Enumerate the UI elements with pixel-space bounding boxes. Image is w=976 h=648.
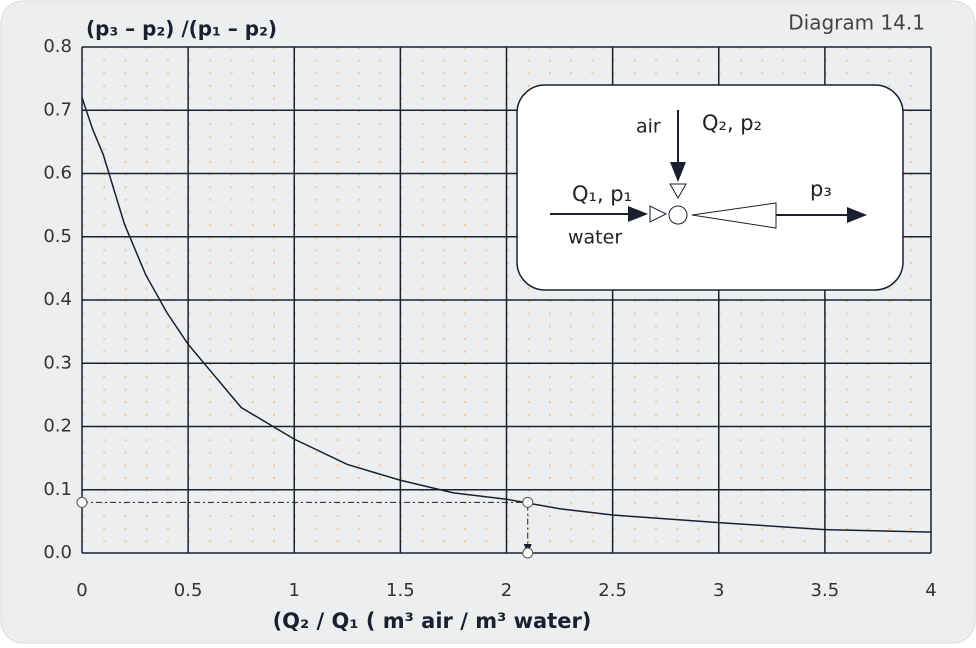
air-nozzle	[669, 183, 687, 200]
water-nozzle	[649, 205, 668, 223]
x-tick-label: 0	[76, 580, 87, 601]
y-tick-label: 0.6	[43, 163, 72, 184]
inset-label: water	[568, 227, 622, 249]
x-tick-label: 2	[501, 580, 512, 601]
y-tick-label: 0.0	[43, 542, 72, 563]
y-tick-label: 0.4	[43, 289, 72, 310]
y-tick-label: 0.7	[43, 99, 72, 120]
y-tick-label: 0.8	[43, 36, 72, 57]
y-tick-label: 0.2	[43, 416, 72, 437]
inset-box	[516, 84, 904, 291]
x-axis-label: (Q₂ / Q₁ ( m³ air / m³ water)	[273, 609, 592, 633]
y-tick-label: 0.5	[43, 226, 72, 247]
y-axis-label: (p₃ – p₂) /(p₁ – p₂)	[86, 17, 277, 41]
x-tick-label: 1	[289, 580, 300, 601]
x-tick-label: 2.5	[598, 580, 627, 601]
y-tick-label: 0.3	[43, 352, 72, 373]
chart-title: Diagram 14.1	[788, 11, 925, 35]
y-tick-label: 0.1	[43, 479, 72, 500]
inset-label: air	[636, 116, 661, 138]
x-tick-label: 3.5	[811, 580, 840, 601]
inset-label: Q₂, p₂	[702, 111, 762, 135]
x-tick-label: 4	[925, 580, 936, 601]
guide-point	[76, 496, 88, 508]
guide-line	[82, 501, 532, 554]
x-tick-label: 3	[713, 580, 724, 601]
inset-label: p₃	[810, 177, 832, 201]
mixer	[668, 205, 688, 225]
x-tick-label: 0.5	[174, 580, 203, 601]
inset-label: Q₁, p₁	[572, 182, 632, 206]
curve	[81, 97, 932, 533]
guide-point	[522, 496, 534, 508]
guide-point	[522, 547, 534, 559]
inset-diagram: air Q₂, p₂ Q₁, p₁ water p₃	[516, 84, 904, 291]
x-tick-label: 1.5	[386, 580, 415, 601]
